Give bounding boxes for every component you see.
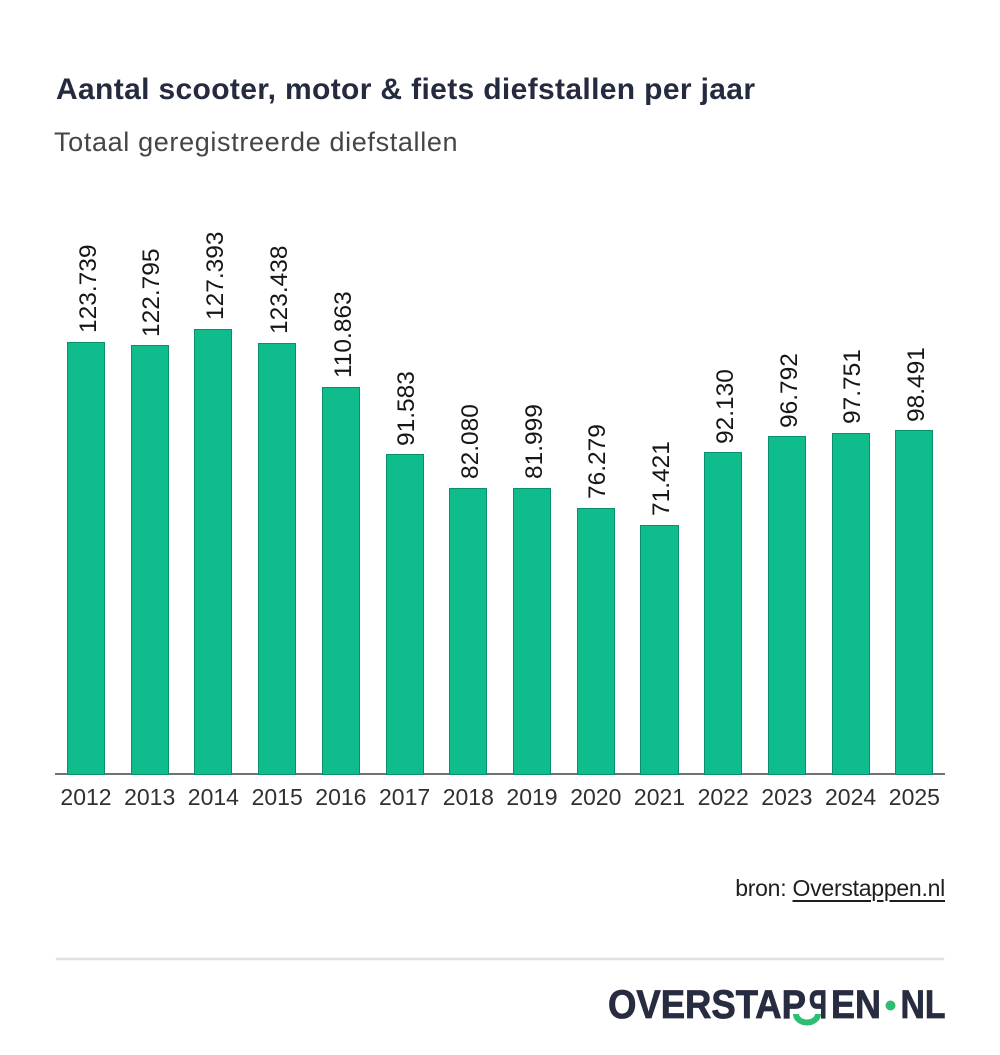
svg-text:P: P [809,983,827,1027]
svg-text:EN: EN [831,983,881,1027]
svg-text:NL: NL [901,983,946,1027]
svg-text:OVERSTAP: OVERSTAP [608,983,806,1027]
